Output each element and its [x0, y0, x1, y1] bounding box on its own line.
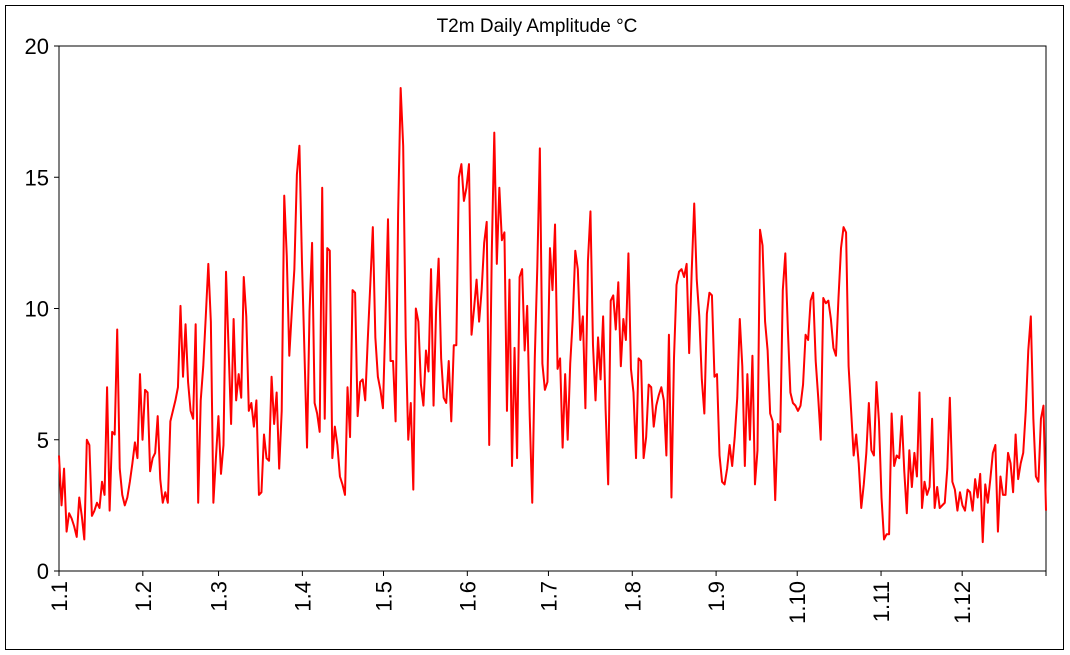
x-tick-label: 1.1 — [47, 581, 72, 612]
x-axis: 1.1 1.2 1.3 1.4 1.5 1.6 1.7 1.8 1.9 1.10 1.11 1.12 — [47, 571, 1047, 624]
y-tick-label: 5 — [37, 428, 49, 453]
series-line — [58, 87, 1047, 544]
x-tick-label: 1.2 — [131, 581, 156, 612]
y-tick-label: 15 — [25, 165, 49, 190]
x-tick-label: 1.4 — [290, 581, 315, 612]
x-tick-label: 1.10 — [785, 581, 810, 624]
x-tick-label: 1.8 — [620, 581, 645, 612]
y-axis: 0 5 10 15 20 — [25, 34, 59, 584]
y-tick-label: 20 — [25, 34, 49, 59]
x-tick-label: 1.3 — [207, 581, 232, 612]
x-tick-label: 1.5 — [371, 581, 396, 612]
x-tick-label: 1.6 — [455, 581, 480, 612]
chart-title: T2m Daily Amplitude °C — [437, 16, 638, 37]
x-tick-label: 1.7 — [536, 581, 561, 612]
chart-frame — [5, 5, 1064, 650]
y-tick-label: 10 — [25, 297, 49, 322]
x-tick-label: 1.11 — [869, 581, 894, 622]
y-tick-label: 0 — [37, 559, 49, 584]
x-tick-label: 1.12 — [950, 581, 975, 624]
x-tick-label: 1.9 — [704, 581, 729, 612]
